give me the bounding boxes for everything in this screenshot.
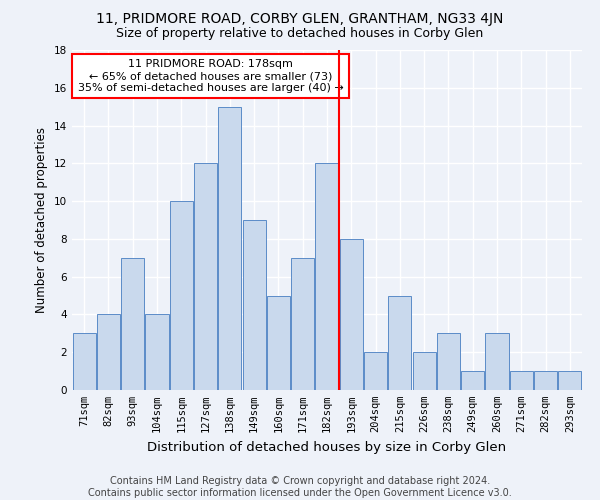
Bar — [194, 164, 217, 390]
Y-axis label: Number of detached properties: Number of detached properties — [35, 127, 49, 313]
Bar — [316, 164, 338, 390]
Bar — [291, 258, 314, 390]
Text: Size of property relative to detached houses in Corby Glen: Size of property relative to detached ho… — [116, 28, 484, 40]
Bar — [364, 352, 387, 390]
Bar — [121, 258, 144, 390]
Bar — [437, 334, 460, 390]
Bar — [534, 371, 557, 390]
X-axis label: Distribution of detached houses by size in Corby Glen: Distribution of detached houses by size … — [148, 440, 506, 454]
Bar — [218, 106, 241, 390]
Bar — [485, 334, 509, 390]
Bar — [510, 371, 533, 390]
Bar — [145, 314, 169, 390]
Bar — [340, 239, 363, 390]
Text: Contains HM Land Registry data © Crown copyright and database right 2024.
Contai: Contains HM Land Registry data © Crown c… — [88, 476, 512, 498]
Bar — [170, 201, 193, 390]
Bar — [267, 296, 290, 390]
Bar — [461, 371, 484, 390]
Bar — [413, 352, 436, 390]
Bar — [242, 220, 266, 390]
Bar — [388, 296, 412, 390]
Bar — [73, 334, 95, 390]
Text: 11 PRIDMORE ROAD: 178sqm
← 65% of detached houses are smaller (73)
35% of semi-d: 11 PRIDMORE ROAD: 178sqm ← 65% of detach… — [77, 60, 343, 92]
Bar — [559, 371, 581, 390]
Text: 11, PRIDMORE ROAD, CORBY GLEN, GRANTHAM, NG33 4JN: 11, PRIDMORE ROAD, CORBY GLEN, GRANTHAM,… — [97, 12, 503, 26]
Bar — [97, 314, 120, 390]
